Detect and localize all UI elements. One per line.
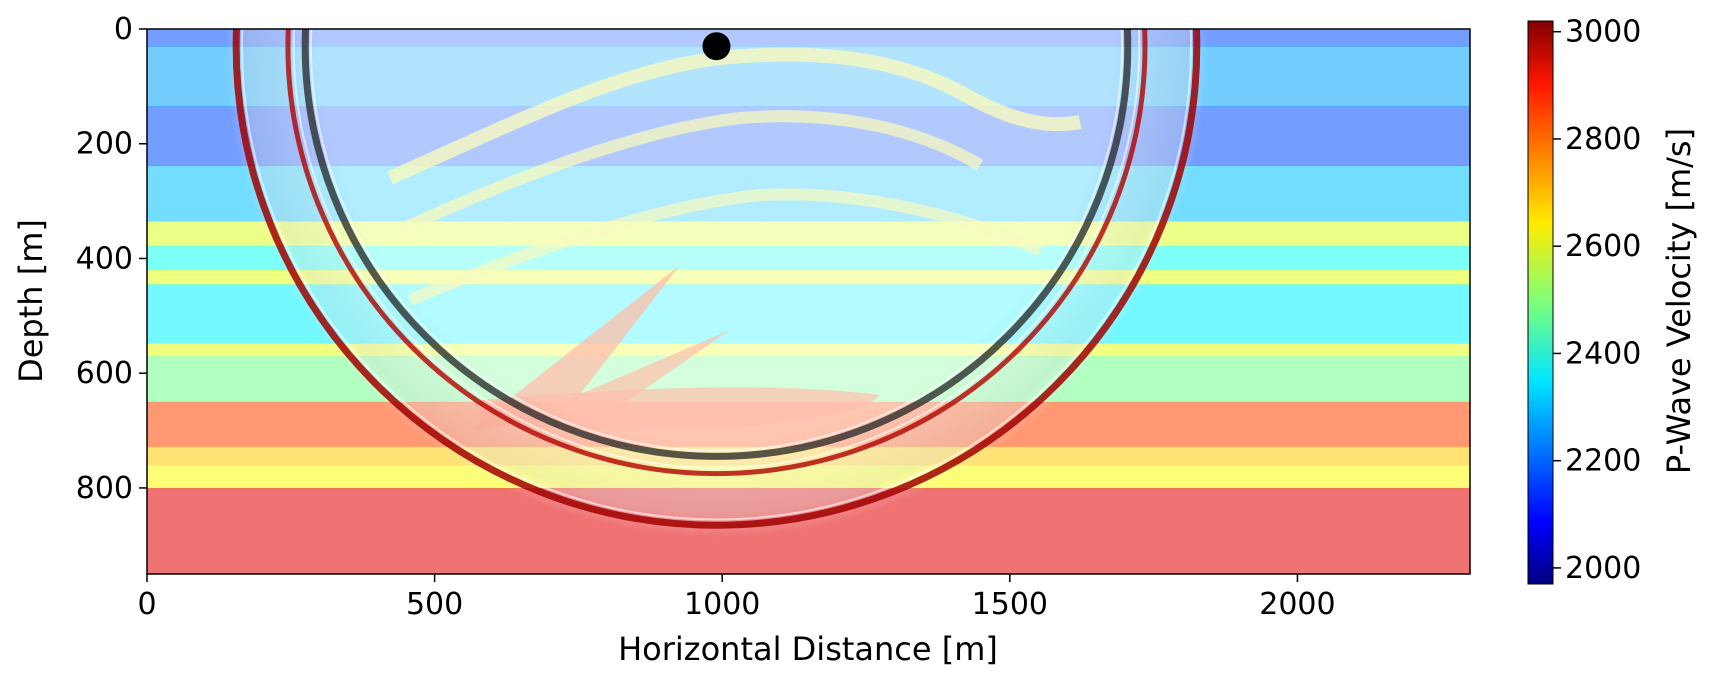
colorbar-tick-label: 2200 xyxy=(1565,444,1641,479)
wavefront-sidelobe-0 xyxy=(310,29,1123,452)
y-axis-ticks: 0 200 400 600 800 xyxy=(76,12,147,506)
x-tick-label: 0 xyxy=(137,587,156,622)
wavefield-overlay xyxy=(224,29,1209,537)
wavefront-sidelobe-1 xyxy=(292,29,1141,469)
colorbar-gradient xyxy=(1527,20,1554,585)
colorbar-ticks: 2000 2200 2400 2600 2800 3000 xyxy=(1553,15,1641,586)
colorbar-tick-label: 2000 xyxy=(1565,551,1641,586)
y-tick-label: 600 xyxy=(76,356,133,391)
wavefront-arc-2 xyxy=(232,29,1201,529)
y-tick-label: 0 xyxy=(114,12,133,47)
colorbar-tick-label: 2400 xyxy=(1565,336,1641,371)
x-axis-title: Horizontal Distance [m] xyxy=(618,630,998,668)
y-axis-title: Depth [m] xyxy=(12,219,50,383)
x-tick-label: 1000 xyxy=(684,587,760,622)
plot-frame xyxy=(146,28,1471,575)
colorbar-title: P-Wave Velocity [m/s] xyxy=(1660,128,1698,474)
colorbar-tick-label: 3000 xyxy=(1565,15,1641,50)
y-tick-label: 800 xyxy=(76,471,133,506)
colorbar-tick-label: 2600 xyxy=(1565,229,1641,264)
x-tick-label: 500 xyxy=(406,587,463,622)
colorbar: 2000 2200 2400 2600 2800 3000 P-Wave Velocity… xyxy=(1527,15,1698,586)
y-tick-label: 200 xyxy=(76,127,133,162)
wavefield-haze xyxy=(224,29,1209,537)
x-tick-label: 2000 xyxy=(1259,587,1335,622)
source-marker xyxy=(702,32,731,61)
wavefront-sidelobe-2 xyxy=(241,29,1192,521)
plot-area: 0 500 1000 1500 2000 0 200 400 600 800 Horizonta… xyxy=(12,12,1471,668)
y-tick-label: 400 xyxy=(76,241,133,276)
wavefront-arc-0 xyxy=(301,29,1132,460)
x-tick-label: 1500 xyxy=(972,587,1048,622)
x-axis-ticks: 0 500 1000 1500 2000 xyxy=(137,574,1336,622)
colorbar-tick-label: 2800 xyxy=(1565,122,1641,157)
wavefront-arc-1 xyxy=(285,29,1148,476)
